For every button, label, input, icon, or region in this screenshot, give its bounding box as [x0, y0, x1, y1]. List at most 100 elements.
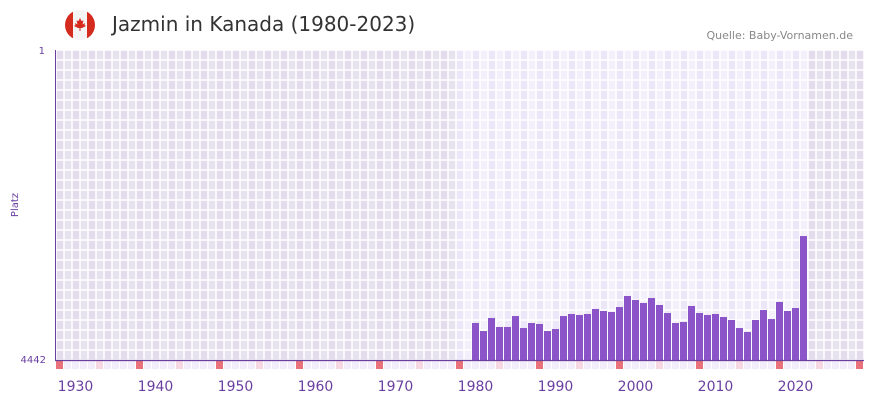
- grid-column: [776, 50, 784, 360]
- bar-1983: [496, 326, 503, 360]
- year-marker: [160, 361, 167, 369]
- grid-column: [288, 50, 296, 360]
- year-marker: [280, 361, 287, 369]
- year-marker: [520, 361, 527, 369]
- bar-1993: [576, 314, 583, 360]
- grid-column: [424, 50, 432, 360]
- bar-2012: [728, 320, 735, 360]
- bar-2003: [656, 304, 663, 360]
- year-marker: [608, 361, 615, 369]
- grid-column: [488, 50, 496, 360]
- grid-column: [664, 50, 672, 360]
- year-marker: [632, 361, 639, 369]
- bar-1988: [536, 323, 543, 360]
- grid-column: [80, 50, 88, 360]
- grid-column: [360, 50, 368, 360]
- year-marker: [792, 361, 799, 369]
- bar-2021: [800, 236, 807, 360]
- bar-1982: [488, 317, 495, 360]
- grid-column: [848, 50, 856, 360]
- year-marker: [96, 361, 103, 369]
- year-marker: [800, 361, 807, 369]
- bar-1995: [592, 308, 599, 360]
- grid-column: [472, 50, 480, 360]
- bar-2007: [688, 305, 695, 360]
- year-marker: [240, 361, 247, 369]
- year-marker: [72, 361, 79, 369]
- grid-column: [624, 50, 632, 360]
- grid-column: [768, 50, 776, 360]
- year-marker: [832, 361, 839, 369]
- grid-column: [112, 50, 120, 360]
- grid-column: [800, 50, 808, 360]
- year-marker: [656, 361, 663, 369]
- year-marker: [504, 361, 511, 369]
- bar-2001: [640, 302, 647, 360]
- bar-1990: [552, 329, 559, 360]
- x-tick-label: 1970: [378, 379, 414, 395]
- year-marker: [88, 361, 95, 369]
- year-marker: [496, 361, 503, 369]
- grid-column: [224, 50, 232, 360]
- grid-column: [824, 50, 832, 360]
- grid-column: [688, 50, 696, 360]
- grid-column: [352, 50, 360, 360]
- year-marker: [288, 361, 295, 369]
- grid-column: [400, 50, 408, 360]
- source-link[interactable]: Quelle: Baby-Vornamen.de: [706, 29, 853, 42]
- year-marker: [232, 361, 239, 369]
- chart-title: Jazmin in Kanada (1980-2023): [112, 12, 416, 36]
- x-tick-label: 1990: [538, 379, 574, 395]
- year-marker: [552, 361, 559, 369]
- bar-2015: [752, 320, 759, 360]
- grid-column: [464, 50, 472, 360]
- bar-1998: [616, 307, 623, 360]
- grid-column: [816, 50, 824, 360]
- year-marker: [752, 361, 759, 369]
- grid-column: [520, 50, 528, 360]
- grid-column: [200, 50, 208, 360]
- year-marker: [512, 361, 519, 369]
- year-marker: [648, 361, 655, 369]
- plot-background: [55, 49, 865, 361]
- year-marker: [224, 361, 231, 369]
- grid-column: [88, 50, 96, 360]
- year-marker: [448, 361, 455, 369]
- year-marker: [528, 361, 535, 369]
- grid-column: [736, 50, 744, 360]
- year-marker: [296, 361, 303, 369]
- grid-column: [616, 50, 624, 360]
- year-marker: [840, 361, 847, 369]
- bar-1996: [600, 310, 607, 360]
- grid-column: [408, 50, 416, 360]
- grid-column: [304, 50, 312, 360]
- year-marker: [104, 361, 111, 369]
- grid-column: [728, 50, 736, 360]
- x-tick-label: 2020: [778, 379, 814, 395]
- year-marker: [592, 361, 599, 369]
- year-marker: [360, 361, 367, 369]
- grid-column: [104, 50, 112, 360]
- grid-column: [584, 50, 592, 360]
- year-marker: [216, 361, 223, 369]
- grid-column: [336, 50, 344, 360]
- grid-column: [160, 50, 168, 360]
- x-tick-label: 1950: [218, 379, 254, 395]
- grid-column: [856, 50, 864, 360]
- year-marker: [80, 361, 87, 369]
- grid-column: [752, 50, 760, 360]
- year-marker-strip: [56, 361, 863, 369]
- grid-column: [248, 50, 256, 360]
- bar-2017: [768, 319, 775, 360]
- year-marker: [184, 361, 191, 369]
- y-tick-label-top: 1: [39, 46, 45, 57]
- year-marker: [696, 361, 703, 369]
- year-marker: [424, 361, 431, 369]
- grid-column: [96, 50, 104, 360]
- grid-column: [808, 50, 816, 360]
- grid-column: [240, 50, 248, 360]
- bar-2009: [704, 314, 711, 360]
- grid-column: [696, 50, 704, 360]
- grid-column: [368, 50, 376, 360]
- year-marker: [376, 361, 383, 369]
